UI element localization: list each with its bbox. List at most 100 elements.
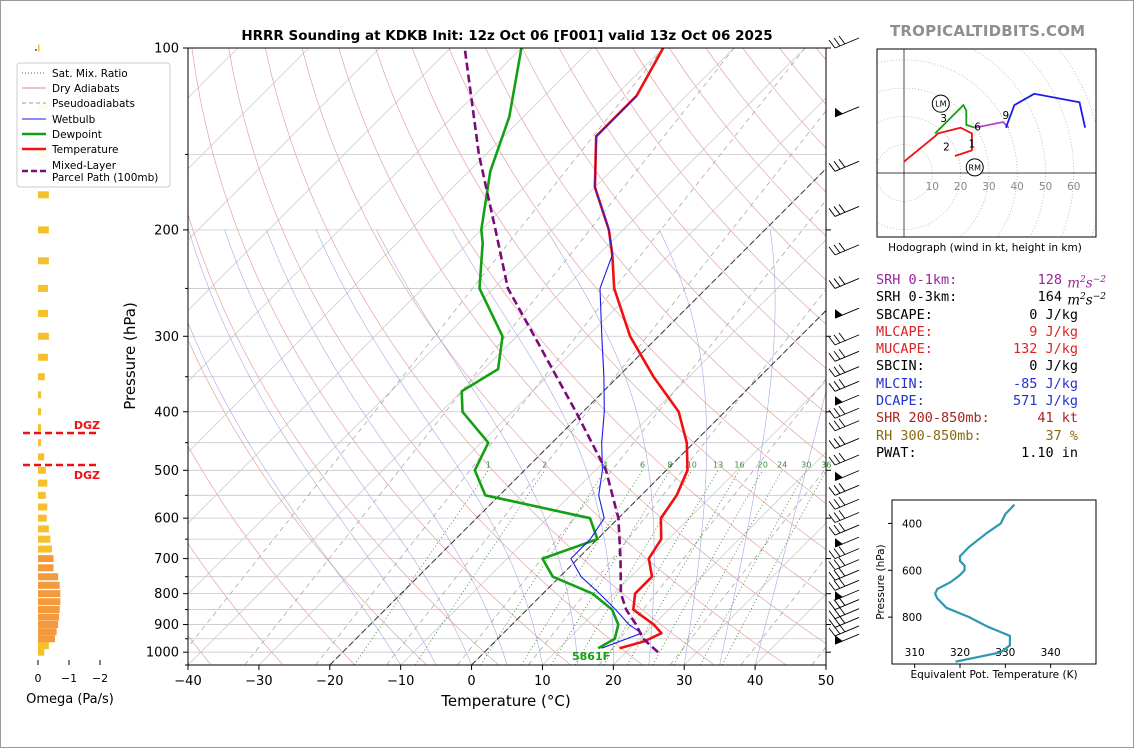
- theta-e-x-label: Equivalent Pot. Temperature (K): [910, 669, 1077, 681]
- y-tick-label: 1000: [146, 646, 179, 661]
- wind-barb-staff: [834, 484, 860, 496]
- wind-barb-feather: [838, 496, 846, 506]
- theta-e-y-tick-label: 400: [902, 518, 922, 530]
- wind-barb-feather: [838, 483, 846, 492]
- moist-adiabat-line: [451, 229, 614, 665]
- highlight-isotherm: [329, 168, 826, 665]
- dry-adiabat-line: [485, 48, 826, 459]
- param-label: SRH 0-3km:: [876, 289, 958, 306]
- wind-barb-feather: [828, 353, 836, 362]
- dry-adiabat-line: [188, 213, 499, 665]
- x-tick-label: 0: [467, 674, 475, 689]
- wind-barb-feather: [838, 567, 846, 577]
- moist-adiabat-line: [224, 229, 472, 665]
- dry-adiabat-line: [522, 48, 826, 414]
- omega-bar: [38, 635, 56, 643]
- wind-barb-staff: [834, 438, 860, 449]
- wind-barb-feather: [828, 422, 836, 432]
- dry-adiabat-line: [188, 542, 284, 665]
- temperature-line: [593, 48, 689, 650]
- parcel-path-line: [463, 48, 659, 654]
- wind-barb: [834, 106, 860, 118]
- wind-barb-staff: [834, 37, 860, 49]
- y-tick-label: 700: [154, 552, 179, 567]
- isotherm-line: [188, 48, 310, 170]
- wind-barb-staff: [834, 206, 860, 217]
- omega-bar: [38, 191, 49, 199]
- wind-barb-feather: [828, 601, 836, 610]
- wind-barb-staff: [834, 244, 860, 256]
- param-row: PWAT: 1.10 in: [876, 445, 1106, 462]
- wind-barb: [834, 589, 860, 601]
- wetbulb-line: [570, 95, 643, 649]
- x-axis-label: Temperature (°C): [440, 692, 570, 710]
- mixing-ratio-line: [353, 470, 489, 665]
- wind-barb-feather: [828, 409, 836, 419]
- wind-barb-feather: [838, 452, 846, 462]
- param-row: MLCIN: -85 J/kg: [876, 376, 1106, 393]
- mixing-ratio-line: [603, 470, 719, 665]
- omega-bar: [38, 564, 54, 572]
- hodograph-line-9km-plus: [1005, 92, 1086, 129]
- wind-barb-feather: [838, 418, 846, 428]
- omega-bar: [38, 391, 42, 399]
- wind-barb-feather: [838, 510, 846, 519]
- wind-barb: [834, 394, 860, 406]
- wind-barb-feather: [828, 440, 836, 449]
- moist-adiabat-line: [376, 229, 579, 665]
- wind-barb: [828, 483, 860, 496]
- mixing-ratio-line: [521, 470, 643, 665]
- wind-barb-feather: [833, 206, 841, 215]
- wind-barb-feather: [828, 582, 836, 591]
- mixing-ratio-label: 13: [713, 460, 723, 469]
- isotherm-line: [188, 48, 664, 524]
- mixing-ratio-line: [721, 470, 826, 665]
- wind-barb: [828, 623, 860, 637]
- omega-bar: [38, 408, 42, 416]
- mixing-ratio-label: 1: [486, 460, 491, 469]
- legend-parcel-line: Parcel Path (100mb): [52, 172, 158, 184]
- wind-barb-feather: [828, 610, 836, 619]
- wind-barb-feather: [828, 627, 836, 637]
- omega-bar: [38, 573, 59, 581]
- hodograph-frame: [876, 48, 1097, 238]
- wind-barb-feather: [828, 571, 836, 581]
- legend-label-dewpoint: Dewpoint: [52, 129, 102, 141]
- wind-barb-feather: [833, 37, 841, 47]
- wind-barb: [828, 242, 860, 256]
- wind-barb-feather: [828, 526, 836, 536]
- wind-barb-feather: [838, 405, 846, 415]
- wind-barb-feather: [833, 485, 841, 494]
- y-tick-label: 300: [154, 330, 179, 345]
- omega-bar: [38, 503, 48, 511]
- wind-barb-feather: [828, 246, 836, 256]
- omega-bar: [38, 535, 51, 543]
- wind-barb-staff: [834, 498, 860, 510]
- legend-label-mixing-ratio: Sat. Mix. Ratio: [52, 68, 128, 80]
- omega-tick-0: 0: [35, 672, 42, 685]
- hodograph-ring-label: 10: [926, 181, 939, 193]
- wind-barb-feather: [828, 500, 836, 510]
- wind-barb-feather: [838, 557, 846, 566]
- theta-e-y-tick-label: 600: [902, 565, 922, 577]
- wind-barb: [828, 567, 860, 581]
- x-tick-label: −10: [387, 674, 414, 689]
- x-tick-label: −30: [245, 674, 272, 689]
- omega-tick-2: −2: [92, 672, 108, 685]
- param-label: MUCAPE:: [876, 341, 933, 358]
- param-row: MLCAPE: 9 J/kg: [876, 324, 1106, 341]
- wind-barb-feather: [838, 578, 846, 587]
- wind-barb-feather: [833, 381, 841, 390]
- wind-barb: [828, 452, 860, 466]
- pseudoadiabat-line: [315, 48, 806, 665]
- wind-barb-staff: [834, 334, 860, 346]
- wind-barb-feather: [828, 163, 836, 172]
- y-axis-label: Pressure (hPa): [121, 302, 139, 410]
- omega-bar: [38, 284, 48, 292]
- wind-barb-feather: [828, 383, 836, 392]
- omega-bar: [38, 628, 57, 636]
- mixing-ratio-line: [673, 470, 783, 665]
- theta-e-profile-line: [933, 503, 1016, 663]
- param-value: 132 J/kg: [1012, 341, 1078, 358]
- omega-bar: [38, 453, 45, 461]
